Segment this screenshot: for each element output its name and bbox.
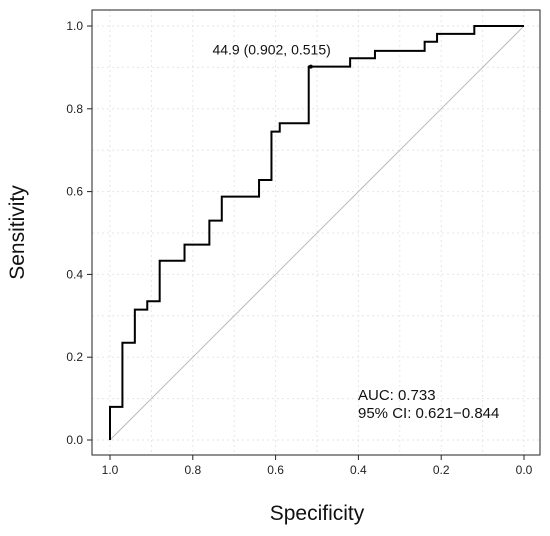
x-tick-label: 0.8 [184,463,201,477]
roc-curve-line [109,25,524,440]
y-tick-label: 0.8 [66,102,83,116]
x-axis: 1.0 0.8 0.6 0.4 0.2 0.0 [102,455,533,477]
threshold-label: 44.9 (0.902, 0.515) [212,42,330,58]
x-axis-title: Specificity [270,502,365,525]
x-tick-label: 1.0 [102,463,119,477]
x-tick-label: 0.6 [267,463,284,477]
auc-annotation: AUC: 0.733 [358,387,436,404]
y-tick-label: 0.4 [66,267,83,281]
plot-frame [91,9,541,456]
threshold-point [308,64,313,69]
x-tick-label: 0.4 [350,463,367,477]
y-axis-title: Sensitivity [6,185,29,280]
x-tick-label: 0.2 [433,463,450,477]
y-tick-label: 0.6 [66,185,83,199]
y-axis: 0.0 0.2 0.4 0.6 0.8 1.0 [66,19,92,447]
x-tick-label: 0.0 [516,463,533,477]
y-tick-label: 0.0 [66,433,83,447]
y-tick-label: 1.0 [66,19,83,33]
y-tick-label: 0.2 [66,350,83,364]
grid-lines [92,10,540,455]
reference-diagonal-line [109,25,525,441]
ci-annotation: 95% CI: 0.621−0.844 [358,405,499,422]
